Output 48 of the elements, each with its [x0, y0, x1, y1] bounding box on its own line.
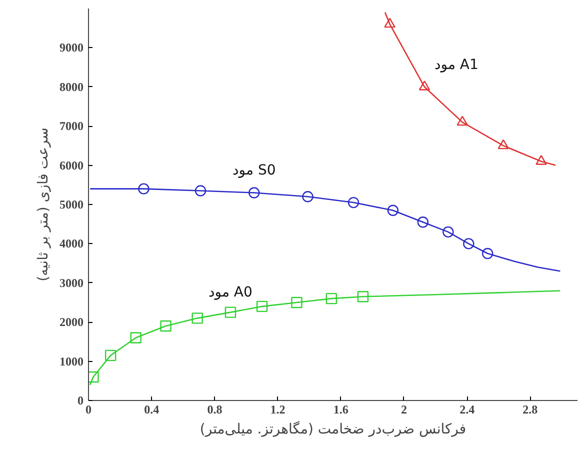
point [160, 320, 172, 332]
x-tick-label: 2.4 [460, 402, 475, 416]
x-tick-label: 1.2 [270, 402, 286, 416]
point [498, 139, 509, 150]
point [130, 332, 142, 344]
point [291, 296, 302, 308]
point [417, 216, 429, 228]
point [302, 191, 314, 202]
y-tick-label: 5000 [60, 198, 84, 212]
y-axis-title: سرعت فازی (متر بر ثانیه) [36, 128, 52, 282]
y-tick-label: 8000 [60, 80, 84, 94]
point [224, 306, 236, 318]
point [88, 371, 99, 383]
point [357, 291, 369, 302]
point [248, 187, 260, 198]
y-tick-label: 2000 [60, 315, 84, 330]
point [192, 312, 203, 324]
point [442, 226, 454, 238]
x-axis-title: فرکانس ضرب‌در ضخامت (مگاهرتز. میلی‌متر) [200, 420, 466, 438]
series-label: مود S0 [232, 162, 276, 179]
point [348, 196, 360, 208]
y-tick-label: 1000 [60, 354, 84, 368]
point [326, 292, 338, 304]
series-label: مود A1 [434, 56, 478, 73]
y-tick-label: 0 [78, 394, 84, 408]
y-tick-label: 9000 [60, 40, 84, 55]
x-tick-label: 0.8 [207, 402, 222, 416]
point [456, 116, 468, 126]
point [536, 155, 547, 165]
y-tick-label: 4000 [60, 236, 84, 251]
point [384, 18, 396, 28]
series-label: مود A0 [208, 284, 252, 300]
x-tick-label: 0.4 [144, 402, 160, 416]
x-tick-label: 2.8 [522, 402, 538, 416]
point [482, 248, 494, 260]
y-tick-label: 3000 [60, 276, 84, 290]
point [256, 300, 268, 312]
point [194, 185, 206, 196]
y-tick-label: 7000 [60, 119, 84, 134]
x-tick-label: 1.6 [333, 402, 348, 416]
point [387, 204, 399, 216]
point [138, 183, 150, 194]
y-tick-label: 6000 [60, 158, 84, 172]
point [418, 80, 430, 90]
line-series [384, 12, 556, 166]
point [463, 238, 474, 250]
x-tick-label: 2 [400, 402, 407, 416]
point [104, 350, 116, 362]
